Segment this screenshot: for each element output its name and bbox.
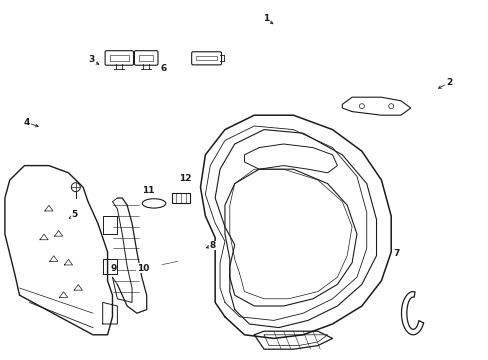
Bar — [196, 56, 217, 60]
Text: 8: 8 — [209, 241, 215, 250]
Bar — [171, 193, 190, 203]
Bar — [109, 55, 129, 61]
Text: 5: 5 — [72, 210, 78, 219]
Bar — [139, 55, 153, 61]
Text: 3: 3 — [89, 55, 95, 64]
Text: 9: 9 — [110, 264, 117, 273]
Text: 2: 2 — [445, 78, 451, 87]
Text: 1: 1 — [263, 14, 268, 23]
Text: 7: 7 — [392, 249, 399, 258]
Text: 12: 12 — [178, 174, 191, 183]
Text: 4: 4 — [23, 118, 30, 127]
Text: 10: 10 — [136, 264, 149, 273]
Text: 11: 11 — [142, 186, 154, 195]
Text: 6: 6 — [161, 64, 166, 73]
